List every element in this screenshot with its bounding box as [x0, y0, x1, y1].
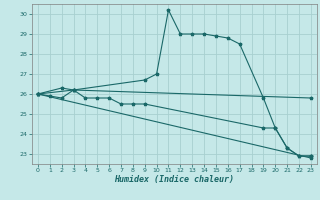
X-axis label: Humidex (Indice chaleur): Humidex (Indice chaleur): [115, 175, 234, 184]
